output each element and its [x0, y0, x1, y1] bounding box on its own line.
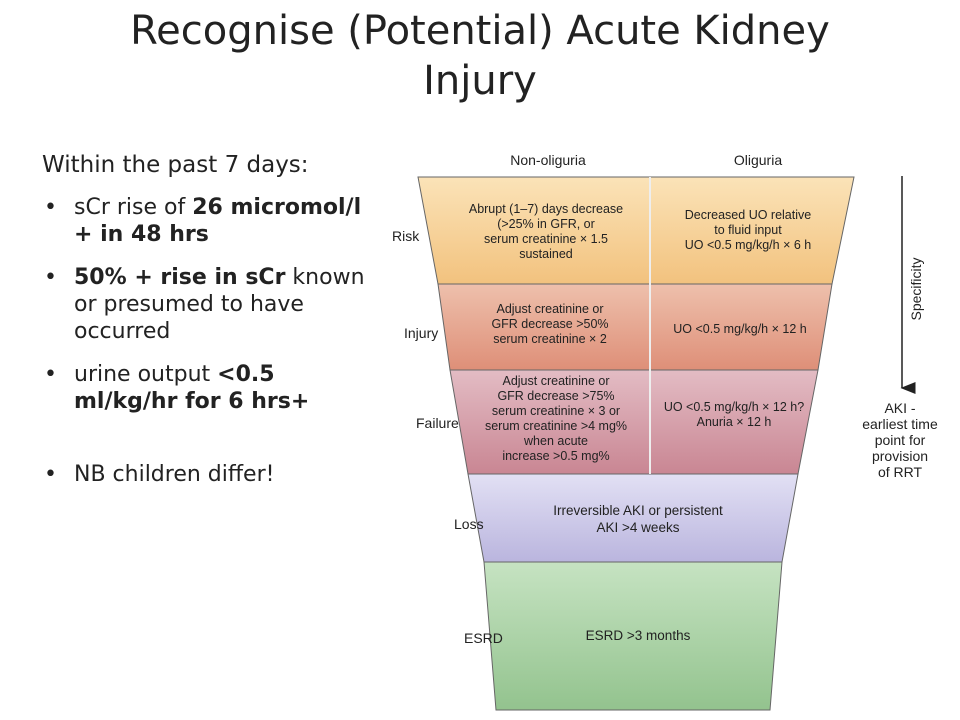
rifle-criteria-diagram: Non-oliguria Oliguria Risk Injury Failur… [388, 150, 960, 720]
cell-line: GFR decrease >50% [491, 317, 609, 331]
cell-line: GFR decrease >75% [497, 389, 615, 403]
row-label-injury: Injury [404, 325, 439, 341]
note-line: earliest time [862, 416, 938, 432]
cell-line: sustained [519, 247, 573, 261]
cell-line: to fluid input [714, 223, 782, 237]
injury-oliguria-criteria: UO <0.5 mg/kg/h × 12 h [658, 322, 822, 337]
bullet-children-note: • NB children differ! [42, 461, 382, 488]
cell-line: Adjust creatinine or [496, 302, 604, 316]
criteria-text: Within the past 7 days: • sCr rise of 26… [42, 150, 382, 504]
title-line-2: Injury [423, 58, 537, 104]
bullet-bold-text: 26 micromol/l + in 48 hrs [74, 195, 362, 247]
risk-non-oliguria-criteria: Abrupt (1–7) days decrease (>25% in GFR,… [448, 202, 644, 262]
slide-title: Recognise (Potential) Acute Kidney Injur… [0, 6, 960, 106]
cell-line: Decreased UO relative [684, 208, 812, 222]
esrd-band [483, 561, 783, 711]
cell-line: UO <0.5 mg/kg/h × 12 h [673, 322, 807, 336]
bullet-icon: • [44, 265, 57, 290]
cell-line: Anuria × 12 h [696, 415, 772, 429]
note-line: point for [874, 432, 926, 448]
cell-line: serum creatinine × 2 [493, 332, 607, 346]
cell-line: Irreversible AKI or persistent [553, 503, 723, 518]
cell-line: increase >0.5 mg% [502, 449, 610, 463]
column-header-non-oliguria: Non-oliguria [510, 152, 586, 168]
cell-line: UO <0.5 mg/kg/h × 6 h [684, 238, 812, 252]
bullet-text-tail: known or presumed to have occurred [74, 265, 365, 344]
cell-line: Abrupt (1–7) days decrease [468, 202, 624, 216]
cell-line: AKI >4 weeks [596, 520, 680, 535]
loss-criteria: Irreversible AKI or persistent AKI >4 we… [518, 502, 758, 536]
cell-line: serum creatinine × 1.5 [483, 232, 609, 246]
cell-line: when acute [524, 434, 588, 448]
failure-oliguria-criteria: UO <0.5 mg/kg/h × 12 h? Anuria × 12 h [656, 400, 812, 430]
bullet-text: NB children differ! [74, 462, 275, 487]
cell-line: ESRD >3 months [585, 628, 691, 643]
cell-line: (>25% in GFR, or [497, 217, 595, 231]
row-label-failure: Failure [416, 415, 459, 431]
aki-earliest-time-note: AKI - earliest time point for provision … [848, 400, 952, 480]
risk-oliguria-criteria: Decreased UO relative to fluid input UO … [658, 208, 838, 253]
failure-non-oliguria-criteria: Adjust creatinine or GFR decrease >75% s… [468, 374, 644, 464]
title-line-1: Recognise (Potential) Acute Kidney [130, 8, 830, 54]
bullet-icon: • [44, 362, 57, 387]
row-label-loss: Loss [454, 516, 484, 532]
bullet-urine-output: • urine output <0.5 ml/kg/hr for 6 hrs+ [42, 361, 382, 415]
note-line: of RRT [877, 464, 923, 480]
bullet-text: sCr rise of [74, 195, 193, 220]
bullet-icon: • [44, 462, 57, 487]
column-header-oliguria: Oliguria [733, 152, 783, 168]
bullet-icon: • [44, 195, 57, 220]
row-label-esrd: ESRD [464, 630, 503, 646]
cell-line: serum creatinine >4 mg% [484, 419, 628, 433]
esrd-criteria: ESRD >3 months [538, 628, 738, 643]
bullet-bold-text: 50% + rise in sCr [74, 265, 286, 290]
cell-line: serum creatinine × 3 or [491, 404, 621, 418]
row-label-risk: Risk [392, 228, 420, 244]
cell-line: UO <0.5 mg/kg/h × 12 h? [663, 400, 805, 414]
injury-non-oliguria-criteria: Adjust creatinine or GFR decrease >50% s… [456, 302, 644, 347]
intro-text: Within the past 7 days: [42, 152, 309, 178]
rifle-funnel [417, 176, 916, 711]
criteria-list: • sCr rise of 26 micromol/l + in 48 hrs … [42, 194, 382, 488]
bullet-text: urine output [74, 362, 218, 387]
note-line: provision [871, 448, 929, 464]
note-line: AKI - [884, 400, 916, 416]
cell-line: Adjust creatinine or [502, 374, 610, 388]
bullet-scr-rise: • sCr rise of 26 micromol/l + in 48 hrs [42, 194, 382, 248]
specificity-label: Specificity [908, 257, 924, 321]
bullet-bold-text: <0.5 ml/kg/hr for 6 hrs+ [74, 362, 310, 414]
bullet-percent-rise: • 50% + rise in sCr known or presumed to… [42, 264, 382, 345]
